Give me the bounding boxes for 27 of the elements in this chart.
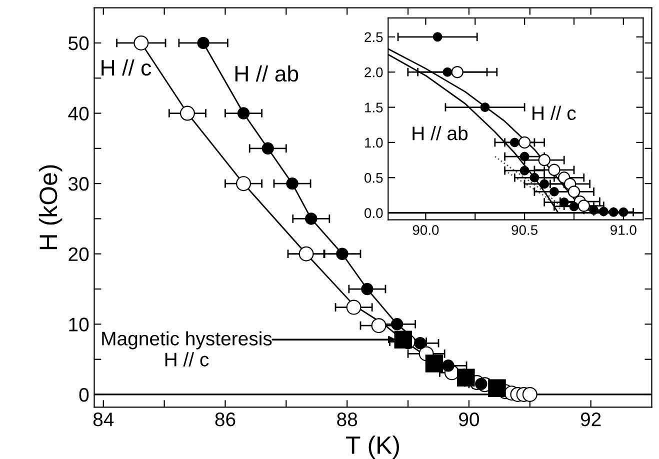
y-tick-label: 1.0 (365, 138, 383, 148)
y-tick-label: 0.0 (364, 208, 383, 218)
y-tick-label: 0.5 (364, 172, 383, 183)
x-tick-label: 90.5 (512, 225, 538, 235)
y-tick-label: 0 (79, 388, 89, 402)
x-tick-label: 90.0 (412, 225, 439, 235)
y-axis-title: H (kOe) (38, 165, 62, 250)
x-tick-label: 84 (93, 412, 114, 426)
y-tick-label: 2.5 (364, 32, 383, 42)
x-tick-label: 88 (337, 412, 358, 426)
y-tick-label: 30 (68, 177, 89, 191)
y-tick-label: 1.5 (365, 102, 383, 112)
series-label: H // c (102, 59, 152, 76)
y-tick-label: 50 (68, 36, 89, 50)
series-label: H // c (532, 106, 576, 120)
series-label: H // ab (235, 65, 298, 82)
x-tick-label: 90 (459, 412, 480, 426)
x-axis-title: T (K) (346, 436, 399, 459)
x-tick-label: 92 (580, 412, 601, 426)
y-tick-label: 20 (68, 247, 89, 262)
x-tick-label: 86 (215, 412, 236, 426)
series-label: H // ab (412, 126, 468, 140)
y-tick-label: 40 (68, 106, 89, 120)
annotation: Magnetic hysteresis H // c (102, 331, 272, 366)
x-tick-label: 91.0 (610, 225, 636, 235)
y-tick-label: 2.0 (364, 67, 383, 78)
y-tick-label: 10 (69, 318, 89, 332)
